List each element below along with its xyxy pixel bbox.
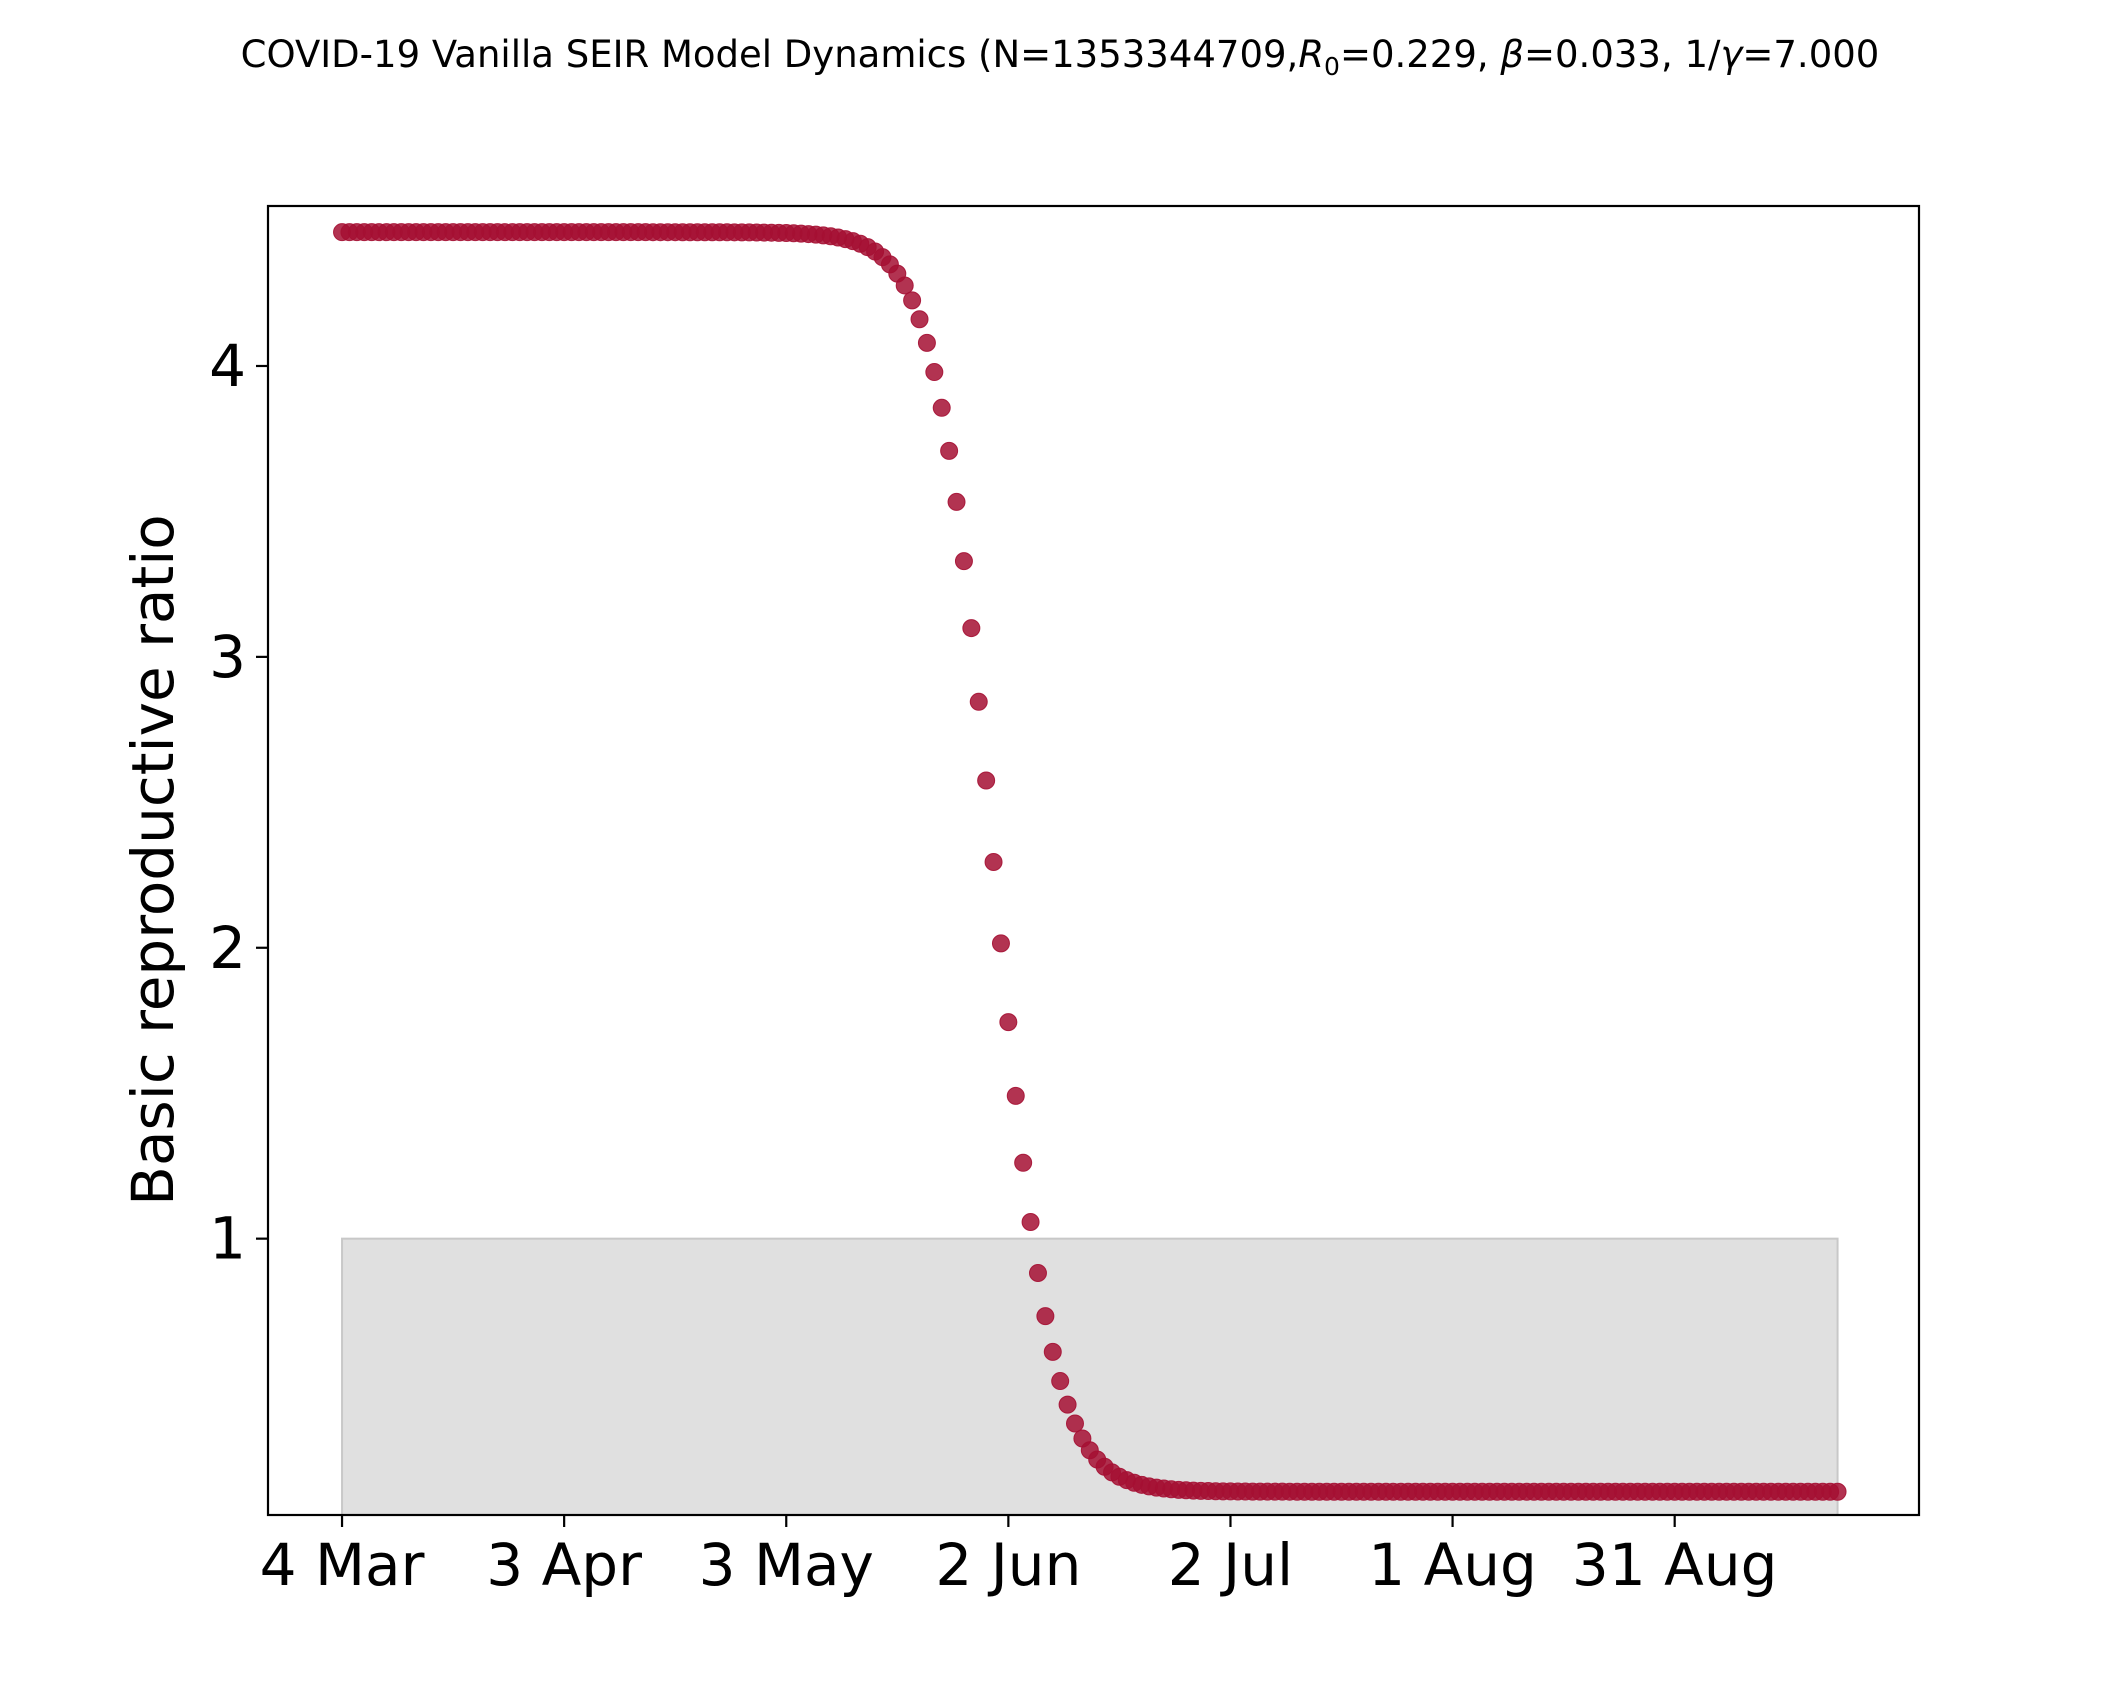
data-point (895, 276, 914, 295)
data-points (333, 223, 1847, 1501)
title-r-value: =0.229, (1340, 33, 1500, 76)
title-beta-symbol: β (1499, 33, 1524, 76)
data-point (925, 363, 944, 382)
data-point (977, 771, 996, 790)
title-r-subscript: 0 (1324, 52, 1340, 81)
data-point (1051, 1372, 1070, 1391)
data-point (932, 398, 951, 417)
data-point (1065, 1414, 1084, 1433)
data-point (1043, 1342, 1062, 1361)
below-one-band-rect (341, 1237, 1839, 1516)
data-point (1828, 1482, 1847, 1501)
below-one-band (341, 1237, 1839, 1516)
data-point (903, 291, 922, 310)
data-point (1021, 1212, 1040, 1231)
data-point (1014, 1153, 1033, 1172)
x-tick-label: 1 Aug (1368, 1531, 1537, 1599)
title-r-symbol: R (1298, 33, 1324, 76)
x-axis-ticks: 4 Mar 3 Apr 3 May 2 Jun 2 Jul 1 Aug 31 Aug (260, 1515, 1778, 1599)
data-point (1058, 1395, 1077, 1414)
x-tick-label: 2 Jun (935, 1531, 1081, 1599)
data-point (991, 934, 1010, 953)
x-tick-label: 2 Jul (1168, 1531, 1293, 1599)
data-point (1006, 1086, 1025, 1105)
y-axis-ticks: 1 2 3 4 (209, 332, 268, 1273)
data-point (940, 441, 959, 460)
data-point (999, 1013, 1018, 1032)
data-point (910, 310, 929, 329)
x-tick-label: 3 May (699, 1531, 874, 1599)
data-point (1036, 1307, 1055, 1326)
x-tick-label: 31 Aug (1572, 1531, 1778, 1599)
title-gamma-value: =7.000 (1742, 33, 1879, 76)
y-tick-label: 4 (209, 332, 246, 400)
data-point (954, 552, 973, 571)
data-point (962, 619, 981, 638)
title-prefix: COVID-19 Vanilla SEIR Model Dynamics (N=… (241, 33, 1299, 76)
y-tick-label: 2 (209, 914, 246, 982)
plot-frame (266, 204, 1921, 1517)
title-gamma-symbol: γ (1720, 33, 1744, 76)
data-point (1028, 1264, 1047, 1283)
data-point (917, 333, 936, 352)
y-tick-label: 1 (209, 1205, 246, 1273)
title-beta-value: =0.033, 1/ (1524, 33, 1721, 76)
y-axis-label: Basic reproductive ratio (119, 514, 187, 1206)
data-point (984, 852, 1003, 871)
y-tick-label: 3 (209, 623, 246, 691)
chart-title: COVID-19 Vanilla SEIR Model Dynamics (N=… (241, 33, 1880, 81)
data-point (947, 492, 966, 511)
x-tick-label: 4 Mar (260, 1531, 425, 1599)
x-tick-label: 3 Apr (486, 1531, 642, 1599)
data-point (969, 692, 988, 711)
